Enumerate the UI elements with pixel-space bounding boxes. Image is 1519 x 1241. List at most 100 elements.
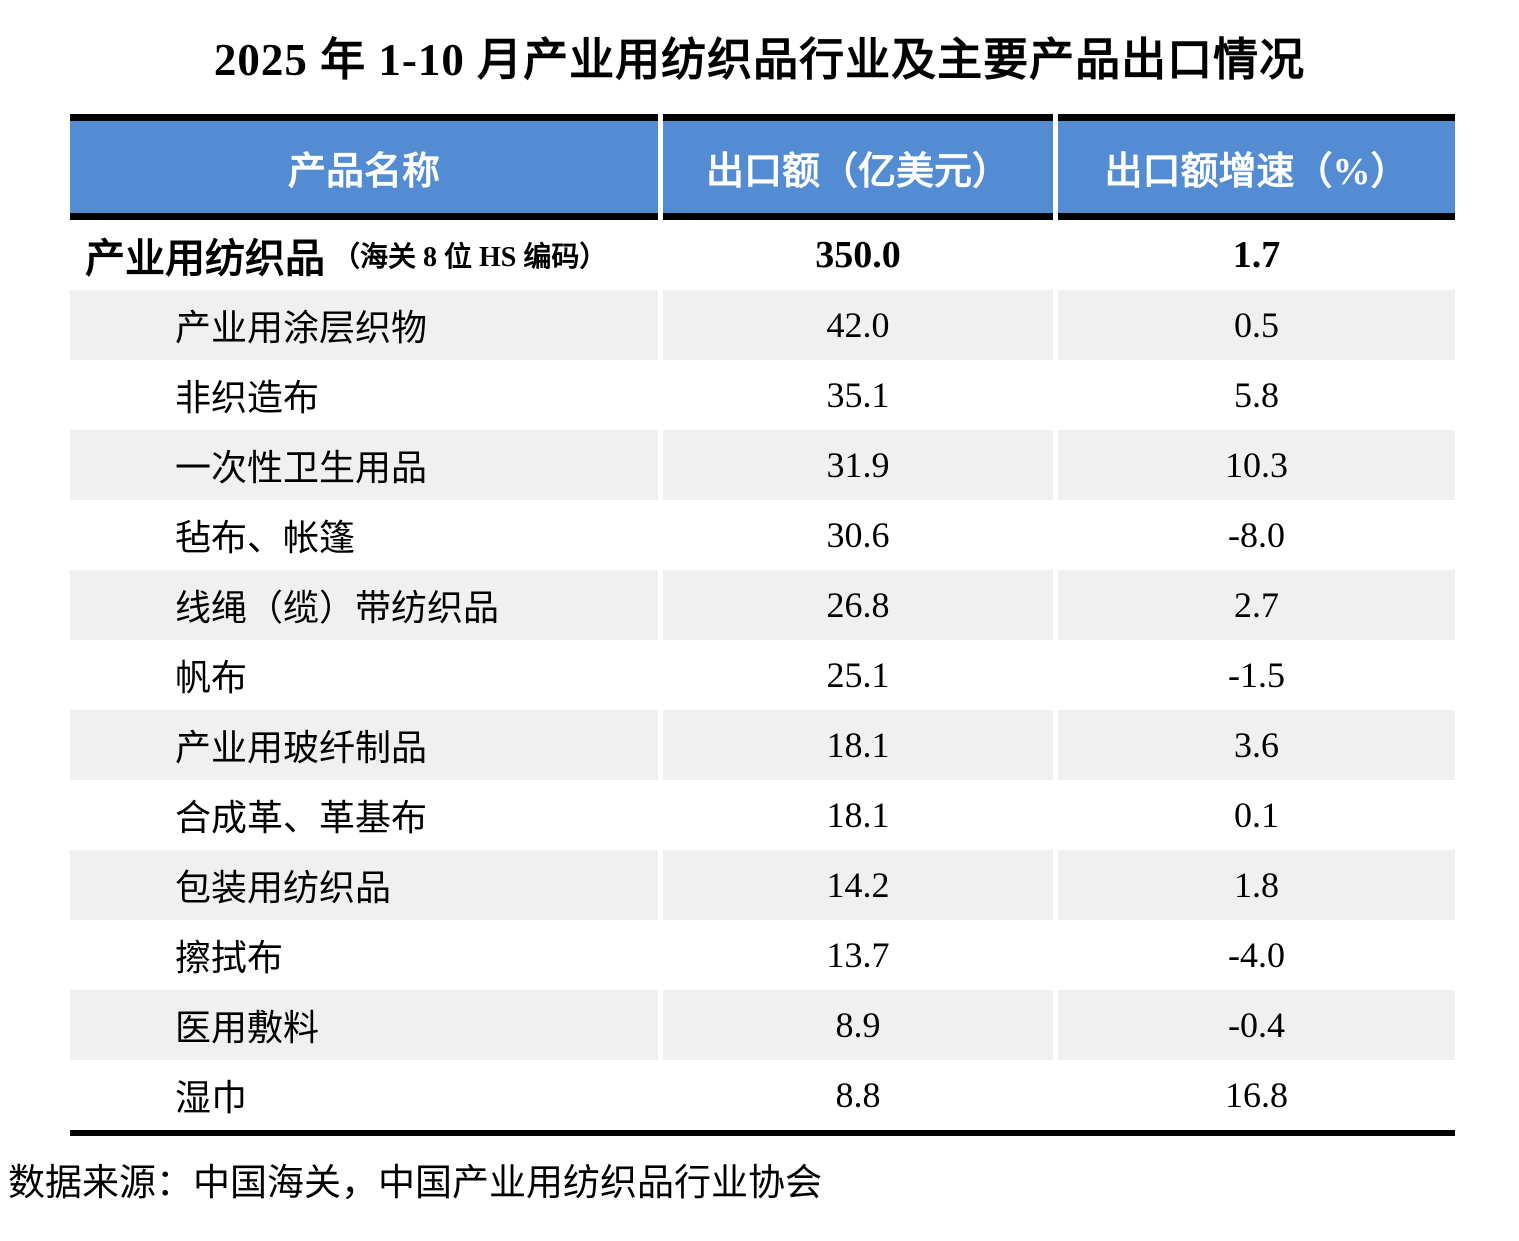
column-divider xyxy=(658,850,663,920)
cell-export-value: 8.8 xyxy=(663,1060,1053,1130)
cell-growth-rate: -1.5 xyxy=(1058,640,1455,710)
cell-export-value: 25.1 xyxy=(663,640,1053,710)
cell-export-value: 350.0 xyxy=(663,220,1053,290)
column-divider xyxy=(658,640,663,710)
product-name-text: 擦拭布 xyxy=(175,938,284,978)
cell-growth-rate: 1.7 xyxy=(1058,220,1455,290)
cell-product-name: 产业用玻纤制品 xyxy=(70,710,658,780)
cell-growth-rate: 0.5 xyxy=(1058,290,1455,360)
column-divider xyxy=(1053,430,1058,500)
product-name-text: 一次性卫生用品 xyxy=(175,448,428,488)
cell-growth-rate: 1.8 xyxy=(1058,850,1455,920)
column-divider xyxy=(658,920,663,990)
table-body: 产业用纺织品 （海关 8 位 HS 编码） 350.0 1.7 产业用涂层织物 42.0 0… xyxy=(70,220,1455,1130)
cell-growth-rate: -0.4 xyxy=(1058,990,1455,1060)
product-name-text: 产业用玻纤制品 xyxy=(175,728,428,768)
cell-product-name: 擦拭布 xyxy=(70,920,658,990)
table-row: 湿巾 8.8 16.8 xyxy=(70,1060,1455,1130)
column-divider xyxy=(658,290,663,360)
table-row: 产业用纺织品 （海关 8 位 HS 编码） 350.0 1.7 xyxy=(70,220,1455,290)
column-divider xyxy=(658,430,663,500)
product-name-text: 产业用涂层织物 xyxy=(175,308,428,348)
table-row: 合成革、革基布 18.1 0.1 xyxy=(70,780,1455,850)
cell-product-name: 一次性卫生用品 xyxy=(70,430,658,500)
cell-export-value: 8.9 xyxy=(663,990,1053,1060)
table-row: 线绳（缆）带纺织品 26.8 2.7 xyxy=(70,570,1455,640)
column-divider xyxy=(1053,500,1058,570)
cell-growth-rate: 16.8 xyxy=(1058,1060,1455,1130)
cell-growth-rate: -8.0 xyxy=(1058,500,1455,570)
cell-product-name: 合成革、革基布 xyxy=(70,780,658,850)
column-divider xyxy=(658,570,663,640)
column-divider xyxy=(658,500,663,570)
product-name-text: 湿巾 xyxy=(175,1078,248,1118)
cell-product-name: 包装用纺织品 xyxy=(70,850,658,920)
column-divider xyxy=(1053,220,1058,290)
column-divider xyxy=(1053,850,1058,920)
column-divider xyxy=(1053,990,1058,1060)
cell-export-value: 14.2 xyxy=(663,850,1053,920)
table-bottom-border xyxy=(70,1130,1455,1136)
cell-growth-rate: 5.8 xyxy=(1058,360,1455,430)
product-name-text: 线绳（缆）带纺织品 xyxy=(175,588,500,628)
cell-growth-rate: 3.6 xyxy=(1058,710,1455,780)
column-divider xyxy=(658,710,663,780)
product-name-text: 医用敷料 xyxy=(175,1008,320,1048)
column-divider xyxy=(658,114,663,220)
cell-product-name: 湿巾 xyxy=(70,1060,658,1130)
column-divider xyxy=(1053,114,1058,220)
data-source-note: 数据来源：中国海关，中国产业用纺织品行业协会 xyxy=(8,1163,822,1204)
table-row: 毡布、帐篷 30.6 -8.0 xyxy=(70,500,1455,570)
header-product-name: 产品名称 xyxy=(70,114,658,220)
table-row: 非织造布 35.1 5.8 xyxy=(70,360,1455,430)
cell-product-name: 产业用涂层织物 xyxy=(70,290,658,360)
column-divider xyxy=(658,990,663,1060)
product-name-note: （海关 8 位 HS 编码） xyxy=(332,242,608,273)
product-name-text: 合成革、革基布 xyxy=(175,798,428,838)
column-divider xyxy=(1053,780,1058,850)
column-divider xyxy=(658,220,663,290)
cell-growth-rate: 10.3 xyxy=(1058,430,1455,500)
header-growth-rate: 出口额增速（%） xyxy=(1058,114,1455,220)
cell-export-value: 18.1 xyxy=(663,710,1053,780)
cell-product-name: 非织造布 xyxy=(70,360,658,430)
column-divider xyxy=(1053,920,1058,990)
product-name-text: 帆布 xyxy=(175,658,248,698)
table-row: 一次性卫生用品 31.9 10.3 xyxy=(70,430,1455,500)
cell-product-name: 线绳（缆）带纺织品 xyxy=(70,570,658,640)
column-divider xyxy=(1053,1060,1058,1130)
cell-export-value: 18.1 xyxy=(663,780,1053,850)
cell-growth-rate: 2.7 xyxy=(1058,570,1455,640)
product-name-text: 毡布、帐篷 xyxy=(175,518,356,558)
column-divider xyxy=(1053,290,1058,360)
product-name-text: 包装用纺织品 xyxy=(175,868,392,908)
table-row: 医用敷料 8.9 -0.4 xyxy=(70,990,1455,1060)
cell-export-value: 31.9 xyxy=(663,430,1053,500)
column-divider xyxy=(1053,570,1058,640)
product-name-text: 非织造布 xyxy=(175,378,320,418)
cell-product-name: 产业用纺织品 （海关 8 位 HS 编码） xyxy=(70,220,658,290)
column-divider xyxy=(658,780,663,850)
cell-export-value: 35.1 xyxy=(663,360,1053,430)
column-divider xyxy=(658,1060,663,1130)
table-row: 擦拭布 13.7 -4.0 xyxy=(70,920,1455,990)
table-row: 产业用涂层织物 42.0 0.5 xyxy=(70,290,1455,360)
cell-export-value: 13.7 xyxy=(663,920,1053,990)
column-divider xyxy=(1053,710,1058,780)
cell-export-value: 42.0 xyxy=(663,290,1053,360)
product-name-text: 产业用纺织品 xyxy=(85,236,325,281)
cell-export-value: 30.6 xyxy=(663,500,1053,570)
cell-product-name: 毡布、帐篷 xyxy=(70,500,658,570)
cell-product-name: 帆布 xyxy=(70,640,658,710)
table-row: 帆布 25.1 -1.5 xyxy=(70,640,1455,710)
cell-product-name: 医用敷料 xyxy=(70,990,658,1060)
table-header-row: 产品名称 出口额（亿美元） 出口额增速（%） xyxy=(70,114,1455,220)
cell-growth-rate: -4.0 xyxy=(1058,920,1455,990)
header-export-value: 出口额（亿美元） xyxy=(663,114,1053,220)
column-divider xyxy=(658,360,663,430)
column-divider xyxy=(1053,360,1058,430)
column-divider xyxy=(1053,640,1058,710)
page-title: 2025 年 1-10 月产业用纺织品行业及主要产品出口情况 xyxy=(213,35,1306,85)
cell-growth-rate: 0.1 xyxy=(1058,780,1455,850)
